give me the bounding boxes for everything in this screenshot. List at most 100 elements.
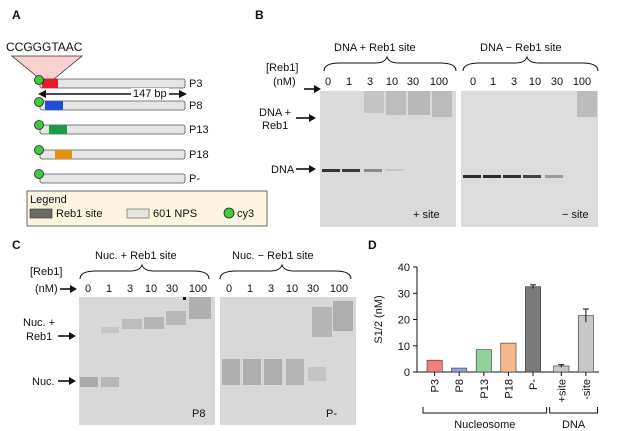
gel-b-left-image bbox=[320, 91, 456, 227]
gel-b-right-corner-label: − site bbox=[562, 209, 589, 221]
bar-P3 bbox=[426, 359, 443, 373]
gel-b-right-title: DNA − Reb1 site bbox=[480, 42, 562, 54]
construct-p8-site bbox=[45, 101, 63, 110]
cy3-dot-pminus bbox=[34, 169, 44, 179]
gel-c-left-title: Nuc. + Reb1 site bbox=[95, 250, 177, 262]
group-label-nucleosome: Nucleosome bbox=[454, 419, 515, 431]
x-tick-label--site: -site bbox=[581, 379, 593, 400]
gel-b-left-lane-1: 0 bbox=[324, 76, 332, 88]
gel-b-bound-label-2: Reb1 bbox=[262, 120, 289, 132]
panel-d-letter: D bbox=[368, 238, 377, 252]
bar-P- bbox=[525, 286, 541, 373]
gel-c-left-lane-5: 30 bbox=[165, 283, 179, 295]
y-axis-label: S1/2 (nM) bbox=[373, 295, 385, 343]
gel-c-band-arrows bbox=[58, 332, 76, 385]
gel-c-left-image bbox=[79, 297, 215, 425]
gel-b-right-image bbox=[461, 91, 598, 227]
gel-b-left-title: DNA + Reb1 site bbox=[334, 42, 416, 54]
s-half-bar-chart: 0 10 20 30 40 S1/2 (nM) P3 P8 P13 P18 P- +site -site… bbox=[373, 262, 599, 431]
gel-c-left-lane-1: 0 bbox=[84, 283, 92, 295]
y-tick-label: 40 bbox=[398, 262, 410, 274]
y-tick-label: 30 bbox=[398, 288, 410, 300]
gel-c-header bbox=[60, 263, 352, 293]
cy3-dot-p13 bbox=[34, 120, 44, 130]
legend-reb1-swatch bbox=[29, 208, 53, 219]
legend-cy3-label: cy3 bbox=[237, 208, 255, 220]
reb1-conc-label-b: [Reb1] bbox=[266, 62, 299, 74]
length-label: 147 bp bbox=[131, 88, 169, 100]
gel-c-right-lane-2: 1 bbox=[246, 283, 254, 295]
gel-b-left-lane-2: 1 bbox=[345, 76, 353, 88]
gel-b-right-lane-5: 30 bbox=[550, 76, 564, 88]
unit-label-b: (nM) bbox=[273, 76, 296, 88]
construct-label-p18: P18 bbox=[189, 149, 209, 161]
panel-a-letter: A bbox=[12, 8, 21, 22]
gel-b-left-lane-6: 100 bbox=[429, 76, 449, 88]
gel-c-right-corner-label: P- bbox=[326, 408, 337, 420]
cy3-dot-p18 bbox=[34, 145, 44, 155]
gel-b-right-lane-4: 10 bbox=[528, 76, 542, 88]
gel-b-right-lane-3: 3 bbox=[510, 76, 518, 88]
gel-b-right-lane-2: 1 bbox=[489, 76, 497, 88]
bar-P8 bbox=[451, 367, 468, 373]
bar--site bbox=[577, 315, 594, 373]
y-tick-label: 10 bbox=[398, 341, 410, 353]
x-tick-label-P-: P- bbox=[528, 379, 540, 390]
reb1-conc-label-c: [Reb1] bbox=[30, 266, 63, 278]
gel-c-right-lane-3: 3 bbox=[267, 283, 275, 295]
x-tick-label-P3: P3 bbox=[430, 379, 442, 392]
construct-label-p13: P13 bbox=[189, 124, 209, 136]
cy3-dot-p3 bbox=[34, 75, 44, 85]
y-tick-label: 20 bbox=[398, 315, 410, 327]
gel-c-right-image bbox=[220, 297, 356, 425]
construct-label-p3: P3 bbox=[189, 78, 203, 90]
x-tick-label-P18: P18 bbox=[503, 379, 515, 399]
construct-label-pminus: P- bbox=[189, 173, 200, 185]
construct-p3-site bbox=[42, 79, 58, 88]
legend-reb1-label: Reb1 site bbox=[56, 208, 103, 220]
panel-b-letter: B bbox=[255, 8, 264, 22]
gel-b-band-arrows bbox=[296, 114, 316, 173]
gel-c-right-lane-1: 0 bbox=[225, 283, 233, 295]
group-bracket-nucleosome bbox=[422, 407, 548, 414]
group-label-dna: DNA bbox=[562, 419, 586, 431]
construct-p3-bar bbox=[39, 78, 186, 89]
bar-P13 bbox=[475, 349, 492, 373]
x-tick-label-P13: P13 bbox=[479, 379, 491, 399]
gel-c-left-lane-2: 1 bbox=[105, 283, 113, 295]
legend-title: Legend bbox=[30, 194, 67, 206]
reb1-sequence: CCGGGTAAC bbox=[6, 40, 83, 54]
gel-c-free-label: Nuc. bbox=[32, 376, 55, 388]
gel-c-left-lane-4: 10 bbox=[144, 283, 158, 295]
gel-c-right-title: Nuc. − Reb1 site bbox=[232, 250, 314, 262]
gel-c-left-lane-3: 3 bbox=[126, 283, 134, 295]
gel-b-right-lane-1: 0 bbox=[469, 76, 477, 88]
panel-c-letter: C bbox=[12, 238, 21, 252]
x-tick-label-P8: P8 bbox=[454, 379, 466, 392]
construct-p18-site bbox=[55, 150, 72, 159]
bar-P18 bbox=[500, 342, 517, 373]
gel-b-bound-label-1: DNA + bbox=[259, 107, 292, 119]
gel-c-right-lane-4: 10 bbox=[285, 283, 299, 295]
cy3-dot-p8 bbox=[34, 97, 44, 107]
gel-c-bound-label-2: Reb1 bbox=[26, 331, 53, 343]
gel-c-right-lane-5: 30 bbox=[306, 283, 320, 295]
gel-c-right-lane-6: 100 bbox=[329, 283, 349, 295]
gel-b-header bbox=[304, 55, 599, 93]
x-tick-label-+site: +site bbox=[556, 379, 568, 403]
legend-cy3-dot bbox=[223, 207, 235, 219]
gel-b-left-lane-4: 10 bbox=[385, 76, 399, 88]
gel-c-bound-label-1: Nuc. + bbox=[23, 317, 56, 329]
gel-c-left-corner-label: P8 bbox=[192, 408, 206, 420]
gel-b-left-corner-label: + site bbox=[413, 209, 440, 221]
construct-label-p8: P8 bbox=[189, 100, 203, 112]
construct-pminus-bar bbox=[39, 173, 186, 184]
construct-p13-site bbox=[49, 125, 67, 134]
legend-nps-label: 601 NPS bbox=[153, 208, 198, 220]
gel-b-left-lane-3: 3 bbox=[366, 76, 374, 88]
gel-b-right-lane-6: 100 bbox=[572, 76, 592, 88]
group-bracket-dna bbox=[549, 407, 599, 414]
zoom-triangle bbox=[10, 55, 84, 80]
unit-label-c: (nM) bbox=[35, 283, 58, 295]
y-tick-label: 0 bbox=[404, 367, 410, 379]
